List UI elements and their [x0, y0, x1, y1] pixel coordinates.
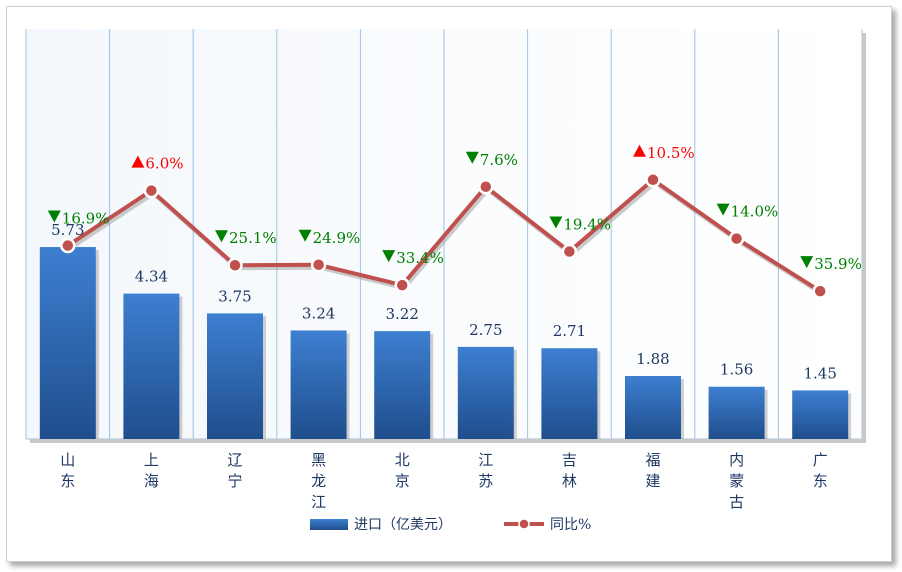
- down-triangle-icon: [465, 151, 479, 164]
- legend-bar-label: 进口（亿美元）: [354, 517, 452, 533]
- legend-line-marker: [518, 518, 530, 530]
- bar-value-label: 1.56: [720, 361, 753, 379]
- category-label: 江苏: [478, 451, 493, 490]
- yoy-value-label: 25.1%: [229, 229, 277, 247]
- plot-wall-shadow: [862, 33, 866, 443]
- yoy-point-8: [645, 172, 661, 188]
- yoy-line: [66, 177, 822, 293]
- bar-9: [708, 386, 765, 439]
- yoy-value-label: 33.4%: [396, 249, 444, 267]
- chart-svg: 5.73 山东 4.34 上海 3.75 辽宁 3.24 黑龙江 3.22 北京 2.75 江苏 2.7…: [25, 29, 866, 533]
- category-label: 山东: [60, 451, 75, 490]
- yoy-point-6: [478, 179, 494, 195]
- bar-value-label: 2.75: [469, 321, 502, 339]
- yoy-value-label: 10.5%: [647, 144, 695, 162]
- down-triangle-icon: [549, 216, 563, 229]
- bar-value-label: 1.45: [803, 364, 836, 382]
- bar-6: [457, 346, 514, 439]
- yoy-value-label: 7.6%: [480, 151, 518, 169]
- down-triangle-icon: [215, 230, 228, 243]
- plot-floor-shadow: [30, 439, 866, 443]
- yoy-value-label: 24.9%: [313, 229, 361, 247]
- category-label: 黑龙江: [311, 451, 326, 511]
- yoy-value-label: 6.0%: [145, 155, 183, 173]
- down-triangle-icon: [382, 250, 396, 263]
- bar-value-label: 1.88: [636, 350, 669, 368]
- legend-bar-swatch: [310, 519, 348, 530]
- legend: 进口（亿美元） 同比%: [310, 517, 591, 533]
- bar-5: [374, 331, 431, 439]
- down-triangle-icon: [716, 203, 730, 216]
- yoy-point-9: [728, 230, 745, 247]
- down-triangle-icon: [800, 256, 814, 269]
- up-triangle-icon: [633, 144, 646, 157]
- bar-value-label: 5.73: [51, 221, 84, 239]
- yoy-value-label: 35.9%: [814, 255, 862, 273]
- bar-value-label: 3.24: [302, 304, 335, 322]
- bar-4: [290, 330, 347, 439]
- bar-value-label: 3.22: [385, 305, 418, 323]
- category-label: 内蒙古: [729, 451, 744, 511]
- bar-value-label: 2.71: [553, 322, 586, 340]
- category-label: 上海: [144, 451, 159, 490]
- yoy-point-3: [227, 257, 243, 273]
- category-label: 吉林: [562, 451, 577, 490]
- category-label: 广东: [813, 451, 828, 490]
- category-label: 福建: [645, 451, 660, 490]
- yoy-value-label: 14.0%: [731, 203, 779, 221]
- yoy-point-7: [561, 243, 578, 260]
- bars-group: [39, 247, 852, 439]
- yoy-point-4: [310, 257, 327, 273]
- category-label: 辽宁: [227, 451, 242, 490]
- bar-2: [123, 293, 180, 439]
- bar-8: [625, 376, 681, 439]
- bar-3: [207, 313, 263, 439]
- labels-group: 5.73 山东 4.34 上海 3.75 辽宁 3.24 黑龙江 3.22 北京 2.75 江苏 2.7…: [47, 144, 862, 511]
- down-triangle-icon: [298, 229, 312, 242]
- bar-1: [39, 247, 96, 439]
- yoy-value-label: 19.4%: [563, 216, 611, 234]
- bar-7: [541, 348, 598, 439]
- up-triangle-icon: [131, 155, 145, 168]
- bar-10: [792, 390, 849, 439]
- down-triangle-icon: [47, 210, 61, 223]
- yoy-point-1: [60, 237, 76, 254]
- line-group: [60, 172, 828, 299]
- chart-frame: 5.73 山东 4.34 上海 3.75 辽宁 3.24 黑龙江 3.22 北京 2.75 江苏 2.7…: [6, 6, 892, 562]
- yoy-value-label: 16.9%: [62, 210, 110, 228]
- yoy-point-5: [394, 277, 410, 293]
- yoy-point-10: [812, 283, 828, 299]
- bar-value-label: 4.34: [135, 268, 168, 286]
- category-label: 北京: [395, 451, 410, 490]
- bar-value-label: 3.75: [218, 287, 251, 305]
- yoy-point-2: [143, 182, 160, 199]
- legend-line-label: 同比%: [550, 517, 591, 533]
